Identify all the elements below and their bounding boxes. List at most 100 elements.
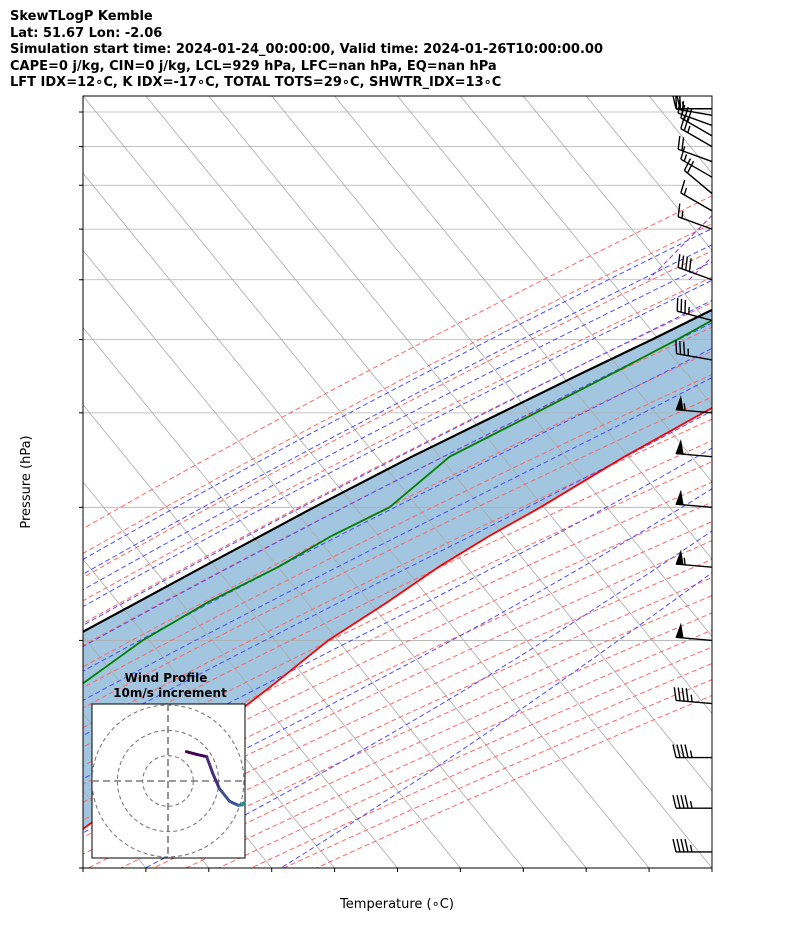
wind-barb-half-feather [683, 154, 688, 162]
wind-barb-half-feather [683, 557, 686, 565]
wind-barb-feather [676, 744, 681, 758]
wind-barb [680, 146, 713, 178]
wind-barb-feather [688, 258, 692, 272]
wind-barb-feather [680, 115, 686, 129]
x-axis [82, 868, 713, 872]
wind-barb-pennant [675, 549, 684, 566]
hodograph-trace-segment [184, 750, 198, 756]
hodograph-plot [92, 704, 245, 858]
wind-barb-half-feather [683, 187, 688, 196]
wind-barb-feather [685, 688, 689, 702]
dry-adiabat-line [185, 629, 712, 868]
isotherm-line [83, 867, 84, 868]
wind-barb-pennant [675, 622, 684, 639]
wind-barbs [672, 95, 713, 853]
dry-adiabat-line [83, 223, 712, 555]
wind-barb-feather [672, 794, 677, 809]
wind-barb-feather [680, 104, 686, 119]
wind-barb-feather [677, 254, 681, 268]
hodograph-ring [142, 755, 194, 807]
wind-barb-feather [680, 794, 685, 809]
hodograph-trace-segment [211, 771, 221, 791]
wind-barb-feather [679, 340, 682, 355]
hodograph-trace-segment [217, 787, 231, 803]
wind-barb-feather [672, 838, 677, 853]
wind-barb-feather [677, 203, 681, 217]
dry-adiabat-line [153, 612, 712, 868]
dry-adiabat-line [316, 694, 712, 868]
wind-barb [673, 687, 713, 705]
dry-adiabat-line [83, 195, 712, 530]
wind-barb [675, 549, 713, 568]
wind-barb-pennant [675, 489, 684, 506]
wind-barb [676, 297, 713, 322]
wind-barb-staff [677, 216, 713, 230]
wind-barb-staff [683, 169, 713, 195]
wind-barb-feather [683, 106, 689, 121]
isotherm-line [522, 96, 712, 329]
isotherm-line [208, 96, 712, 715]
wind-barb [680, 104, 713, 137]
wind-barb-staff [676, 699, 713, 705]
hodograph-subtitle: 10m/s increment [113, 686, 227, 700]
wind-barb-half-feather [683, 403, 686, 411]
station-coordinates: Lat: 51.67 Lon: -2.06 [10, 25, 163, 41]
hodograph-trace-segment [194, 752, 209, 759]
wind-barb-staff [676, 352, 713, 361]
hodograph-trace-segment [227, 799, 240, 807]
wind-barb-feather [677, 135, 681, 150]
wind-barb-feather [677, 687, 681, 701]
wind-barb-feather [684, 838, 689, 853]
wind-barb-staff [677, 310, 713, 322]
isotherm-line [83, 404, 461, 868]
wind-barb-feather [687, 108, 693, 123]
wind-barb-feather [683, 117, 689, 131]
moist-adiabat-line [83, 279, 712, 608]
wind-barb [675, 622, 713, 642]
moist-adiabat-line [83, 488, 712, 834]
dry-adiabat-line [83, 350, 712, 668]
wind-barb-feather [684, 256, 689, 271]
wind-barb-feather [672, 744, 677, 758]
dry-adiabat-line [83, 540, 712, 838]
isotherm-line [83, 481, 398, 868]
wind-barb-feather [677, 99, 681, 114]
hodograph-ring [116, 729, 220, 833]
hodograph-title: Wind Profile [125, 671, 208, 685]
wind-barb-feather [675, 95, 678, 110]
hodograph-inset: Wind Profile 10m/s increment [91, 671, 246, 859]
wind-barb [675, 340, 713, 361]
hodograph-trace-segment [241, 801, 245, 805]
wind-barb-staff [680, 192, 713, 212]
wind-barb-feather [675, 340, 678, 354]
wind-barb-feather [673, 687, 677, 701]
wind-barb-feather [684, 744, 689, 758]
moist-adiabat-line [83, 261, 712, 591]
wind-barb [683, 158, 713, 195]
wind-barb-feather [686, 160, 695, 174]
wind-barb [677, 254, 713, 281]
wind-barb-feather [681, 255, 685, 269]
wind-barb-feather [681, 687, 685, 702]
isotherm-line [83, 326, 524, 868]
dry-adiabat-line [120, 594, 712, 868]
isotherm-line [271, 96, 712, 638]
dry-adiabat-line [283, 679, 712, 868]
chart-header: SkewTLogP Kemble Lat: 51.67 Lon: -2.06 S… [10, 9, 603, 92]
dry-adiabat-line [83, 250, 712, 579]
hodograph-ring [92, 704, 245, 858]
wind-barb [677, 203, 713, 230]
moist-adiabat-line [83, 410, 712, 737]
dry-adiabat-line [83, 461, 712, 767]
hodograph-trace-segment [205, 755, 215, 775]
wind-barb [672, 794, 712, 809]
moist-adiabat-line [83, 376, 712, 701]
wind-barb-half-feather [687, 125, 691, 133]
y-axis [79, 111, 83, 869]
wind-barb-half-feather [690, 694, 693, 702]
plot-area [83, 96, 712, 868]
isotherm-line [460, 96, 712, 406]
station-title: SkewTLogP Kemble [10, 9, 153, 24]
wind-barb [675, 395, 713, 414]
wind-barb-half-feather [689, 800, 693, 809]
